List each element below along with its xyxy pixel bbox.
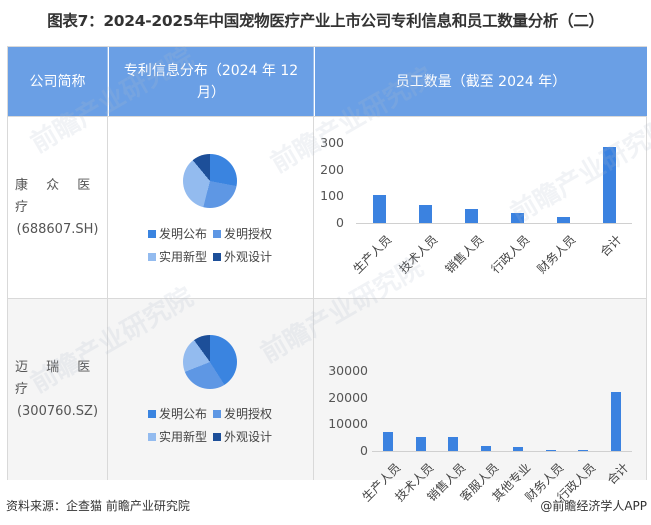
bar — [510, 213, 524, 223]
employee-bar-chart: 0 10000 20000 30000 生产人员 技术人员 销售人员 客服人员 其他专业 财务人员… — [314, 299, 646, 504]
y-tick-label: 0 — [360, 443, 368, 458]
company-name: 迈 瑞 医 疗 — [15, 359, 98, 397]
bar — [556, 217, 570, 223]
x-tick-label: 行政人员 — [488, 232, 533, 277]
bar — [448, 437, 459, 451]
bar — [383, 431, 394, 451]
patent-pie-chart — [183, 154, 237, 208]
x-tick-label: 财务人员 — [534, 232, 579, 277]
bar — [513, 447, 524, 451]
legend-swatch-icon — [213, 432, 222, 441]
y-tick-label: 100 — [320, 188, 344, 204]
company-cell: 迈 瑞 医 疗 (300760.SZ) — [8, 299, 108, 480]
employee-cell: 0 10000 20000 30000 生产人员 技术人员 销售人员 客服人员 其他专业 财务人员… — [314, 299, 646, 504]
bar — [602, 147, 616, 223]
legend-item: 发明公布 — [148, 405, 207, 422]
legend-item: 发明公布 — [148, 225, 207, 242]
x-tick-label: 合计 — [597, 232, 625, 260]
bar — [464, 208, 478, 223]
bar — [610, 392, 621, 451]
bar — [480, 446, 491, 451]
legend-swatch-icon — [148, 252, 156, 261]
legend-item: 实用新型 — [148, 428, 207, 445]
header-employees: 员工数量（截至 2024 年） — [315, 47, 647, 116]
legend-swatch-icon — [148, 432, 156, 441]
patent-pie-chart — [183, 335, 237, 389]
bar — [578, 449, 589, 451]
patent-cell: 发明公布 发明授权 实用新型 外观设计 — [108, 117, 314, 298]
patent-cell: 发明公布 发明授权 实用新型 外观设计 — [108, 299, 314, 480]
header-company: 公司简称 — [8, 47, 108, 116]
y-tick-label: 20000 — [328, 389, 368, 405]
x-tick-label: 技术人员 — [396, 232, 441, 277]
credit-note: @前瞻经济学人APP — [540, 499, 647, 513]
bar — [415, 437, 426, 451]
pie-legend: 发明公布 发明授权 实用新型 外观设计 — [148, 402, 298, 448]
bar — [418, 205, 432, 223]
y-tick-label: 0 — [336, 215, 344, 230]
company-cell: 康 众 医 疗 (688607.SH) — [8, 117, 108, 298]
bar — [545, 449, 556, 451]
y-tick-label: 300 — [320, 135, 344, 150]
legend-item: 发明授权 — [213, 405, 272, 422]
pie-legend: 发明公布 发明授权 实用新型 外观设计 — [148, 222, 298, 268]
y-tick-label: 10000 — [328, 416, 368, 432]
y-tick-label: 30000 — [328, 363, 368, 378]
legend-item: 实用新型 — [148, 248, 207, 265]
legend-swatch-icon — [213, 252, 222, 261]
table-row: 康 众 医 疗 (688607.SH) 发明公布 发明授权 实用新型 外观设计 … — [8, 116, 646, 298]
bar — [372, 195, 386, 223]
legend-item: 发明授权 — [213, 225, 272, 242]
x-tick-label: 销售人员 — [442, 232, 487, 277]
legend-swatch-icon — [148, 409, 156, 418]
company-name: 康 众 医 疗 — [15, 177, 98, 215]
legend-swatch-icon — [213, 229, 222, 238]
legend-item: 外观设计 — [213, 248, 272, 265]
chart-title: 图表7：2024-2025年中国宠物医疗产业上市公司专利信息和员工数量分析（二） — [47, 12, 604, 30]
company-code: (300760.SZ) — [16, 403, 99, 419]
company-code: (688607.SH) — [16, 221, 99, 237]
employee-bar-chart: 0 100 200 300 生产人员 技术人员 销售人员 行政人员 财务人员 合计 — [314, 117, 646, 299]
header-patent: 专利信息分布（2024 年 12 月） — [109, 47, 314, 116]
legend-swatch-icon — [213, 409, 222, 418]
employee-cell: 0 100 200 300 生产人员 技术人员 销售人员 行政人员 财务人员 合计 — [314, 117, 646, 298]
legend-item: 外观设计 — [213, 428, 272, 445]
x-tick-label: 生产人员 — [350, 232, 395, 277]
y-tick-label: 200 — [320, 161, 344, 177]
data-table: 公司简称 专利信息分布（2024 年 12 月） 员工数量（截至 2024 年）… — [7, 46, 647, 504]
x-axis-line — [356, 223, 632, 224]
x-axis-line — [372, 451, 632, 452]
source-note: 资料来源：企查猫 前瞻产业研究院 — [6, 499, 190, 513]
table-row: 迈 瑞 医 疗 (300760.SZ) 发明公布 发明授权 实用新型 外观设计 … — [8, 298, 646, 504]
legend-swatch-icon — [148, 229, 156, 238]
